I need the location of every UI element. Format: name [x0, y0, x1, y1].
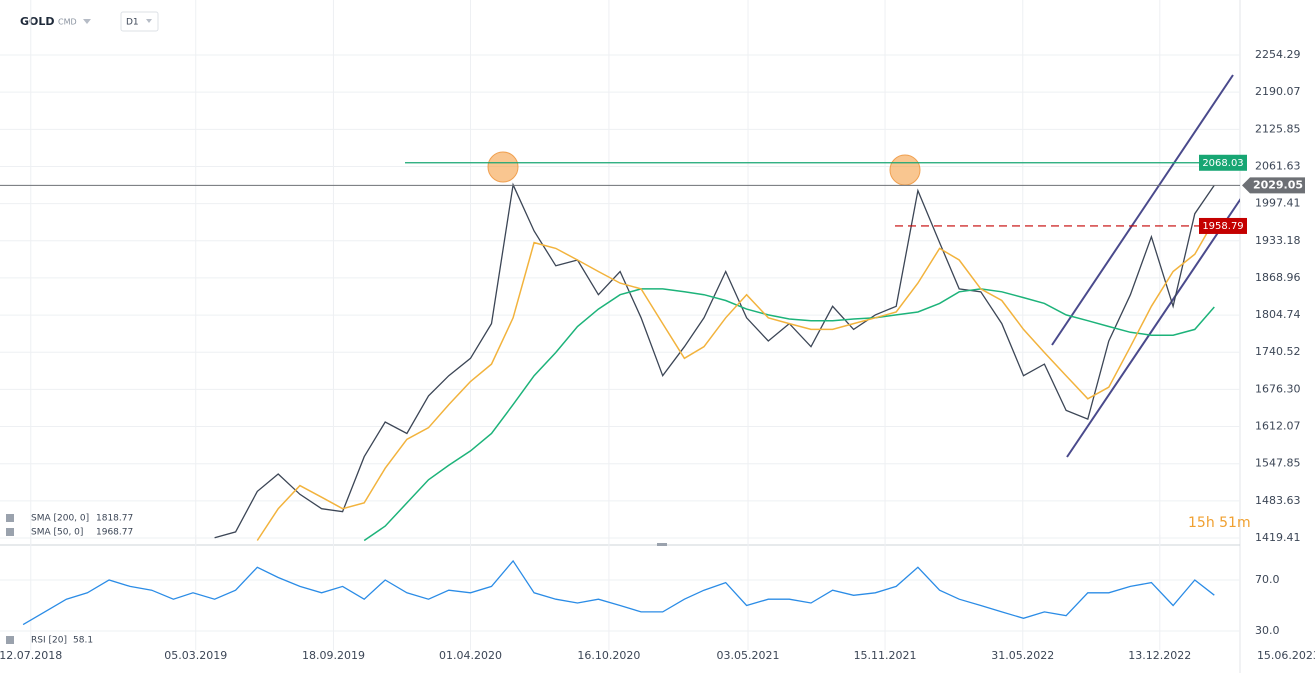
channel-line[interactable]: [1051, 74, 1234, 346]
interval-select[interactable]: [120, 11, 159, 32]
y-tick-label: 1804.74: [1255, 308, 1301, 321]
y-tick-label: 1547.85: [1255, 457, 1301, 470]
x-tick-label: 01.04.2020: [439, 649, 502, 662]
series-line: [256, 219, 1215, 541]
legend-icon: [6, 514, 14, 522]
plot-layer: [0, 74, 1240, 626]
level-label-box: [1199, 154, 1247, 171]
series-line: [22, 559, 1215, 626]
y-tick-label: 1419.41: [1255, 531, 1301, 544]
level-label: 2068.03: [1202, 158, 1243, 169]
market: CMD: [58, 18, 77, 27]
legend-label: RSI [20]: [31, 636, 67, 646]
panel-handle[interactable]: [657, 543, 667, 546]
overlay-layer: 12.07.2018 05.03.2019 18.09.2019 01.04.2020…: [0, 48, 1315, 662]
y-tick-label: 30.0: [1255, 624, 1280, 637]
x-tick-label: 15.11.2021: [854, 649, 917, 662]
dropdown-arrow[interactable]: [83, 19, 91, 24]
x-tick-label: 31.05.2022: [991, 649, 1054, 662]
x-tick-label: 05.03.2019: [164, 649, 227, 662]
interval[interactable]: D1: [126, 18, 139, 28]
y-tick-label: 2061.63: [1255, 159, 1301, 172]
level-label-box: [1199, 217, 1247, 234]
x-tick-label: 03.05.2021: [717, 649, 780, 662]
last-price-box: [1242, 177, 1305, 194]
y-tick-label: 1933.18: [1255, 234, 1301, 247]
y-tick-label: 2254.29: [1255, 48, 1301, 61]
x-tick-label: 13.12.2022: [1128, 649, 1191, 662]
legend-icon: [6, 636, 14, 644]
series-line: [363, 288, 1215, 542]
top-marker: [487, 151, 519, 183]
y-tick-label: 1997.41: [1255, 197, 1301, 210]
x-tick-label: 18.09.2019: [302, 649, 365, 662]
y-tick-label: 1868.96: [1255, 271, 1301, 284]
legend-icon: [6, 528, 14, 536]
legend-value: 1818.77: [96, 514, 133, 524]
dropdown-arrow[interactable]: [146, 19, 152, 23]
legend-value: 58.1: [73, 636, 93, 646]
legend-label: SMA [200, 0]: [31, 514, 89, 524]
x-tick-label: 16.10.2020: [577, 649, 640, 662]
top-marker: [889, 154, 921, 186]
y-tick-label: 1483.63: [1255, 494, 1301, 507]
grid-layer: [0, 0, 1240, 650]
level-label: 1958.79: [1202, 221, 1243, 232]
countdown: 15h 51m: [1188, 515, 1251, 531]
x-tick-label: 15.06.2023: [1257, 649, 1315, 662]
y-tick-label: 1676.30: [1255, 382, 1301, 395]
x-tick-label: 12.07.2018: [0, 649, 62, 662]
series-line: [214, 182, 1215, 539]
legend-value: 1968.77: [96, 528, 133, 538]
y-tick-label: 2190.07: [1255, 85, 1301, 98]
instrument[interactable]: GOLD: [20, 15, 55, 28]
y-tick-label: 1740.52: [1255, 345, 1301, 358]
y-tick-label: 2125.85: [1255, 122, 1301, 135]
legend-label: SMA [50, 0]: [31, 528, 83, 538]
y-tick-label: 1612.07: [1255, 420, 1301, 433]
y-tick-label: 70.0: [1255, 573, 1280, 586]
last-price-label: 2029.05: [1253, 178, 1303, 191]
